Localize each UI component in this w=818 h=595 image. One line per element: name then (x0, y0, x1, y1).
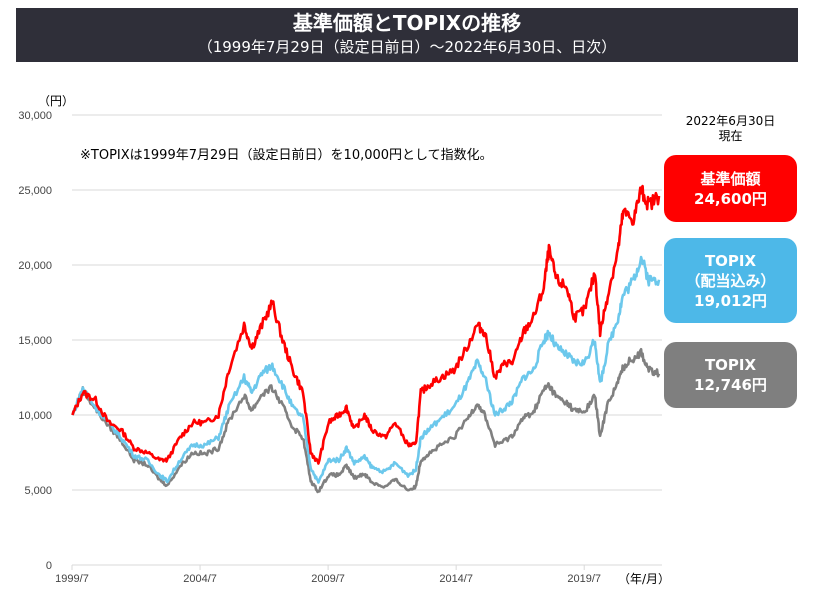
x-axis-unit: （年/月） (618, 572, 671, 586)
as-of-date-line: 2022年6月30日 (685, 114, 776, 128)
y-tick-label: 10,000 (18, 410, 52, 422)
x-tick-label: 2019/7 (567, 573, 601, 585)
box-label: 基準価額 (700, 169, 761, 188)
box-label: TOPIX (704, 356, 757, 374)
index-note: ※TOPIXは1999年7月29日（設定日前日）を10,000円として指数化。 (80, 148, 493, 163)
box-value: 12,746円 (694, 376, 767, 394)
series-line-fund (71, 184, 661, 465)
chart-subtitle: （1999年7月29日（設定日前日）～2022年6月30日、日次） (197, 38, 617, 56)
y-tick-label: 15,000 (18, 335, 52, 347)
x-tick-label: 2004/7 (183, 573, 217, 585)
y-axis-unit: （円） (38, 94, 75, 108)
series-line-topix (71, 347, 661, 494)
title-bar: 基準価額とTOPIXの推移 （1999年7月29日（設定日前日）～2022年6月… (16, 8, 798, 62)
y-tick-label: 20,000 (18, 260, 52, 272)
topix-box: TOPIX 12,746円 (664, 342, 797, 408)
box-value: 24,600円 (694, 189, 767, 208)
as-of-date: 2022年6月30日 現在 (664, 114, 797, 144)
topix-dividend-box: TOPIX （配当込み） 19,012円 (664, 238, 797, 323)
y-tick-label: 25,000 (18, 185, 52, 197)
box-label: TOPIX (704, 251, 757, 270)
series-line-topix-dividend (71, 255, 661, 484)
x-tick-label: 1999/7 (55, 573, 89, 585)
chart-title: 基準価額とTOPIXの推移 (292, 11, 522, 35)
box-sublabel: （配当込み） (685, 271, 776, 290)
y-tick-label: 0 (46, 560, 52, 572)
as-of-label: 現在 (718, 129, 743, 143)
fund-value-box: 基準価額 24,600円 (664, 155, 797, 222)
x-tick-label: 2009/7 (311, 573, 345, 585)
x-tick-label: 2014/7 (439, 573, 473, 585)
box-value: 19,012円 (694, 291, 767, 310)
y-tick-label: 5,000 (24, 485, 52, 497)
y-tick-label: 30,000 (18, 110, 52, 122)
